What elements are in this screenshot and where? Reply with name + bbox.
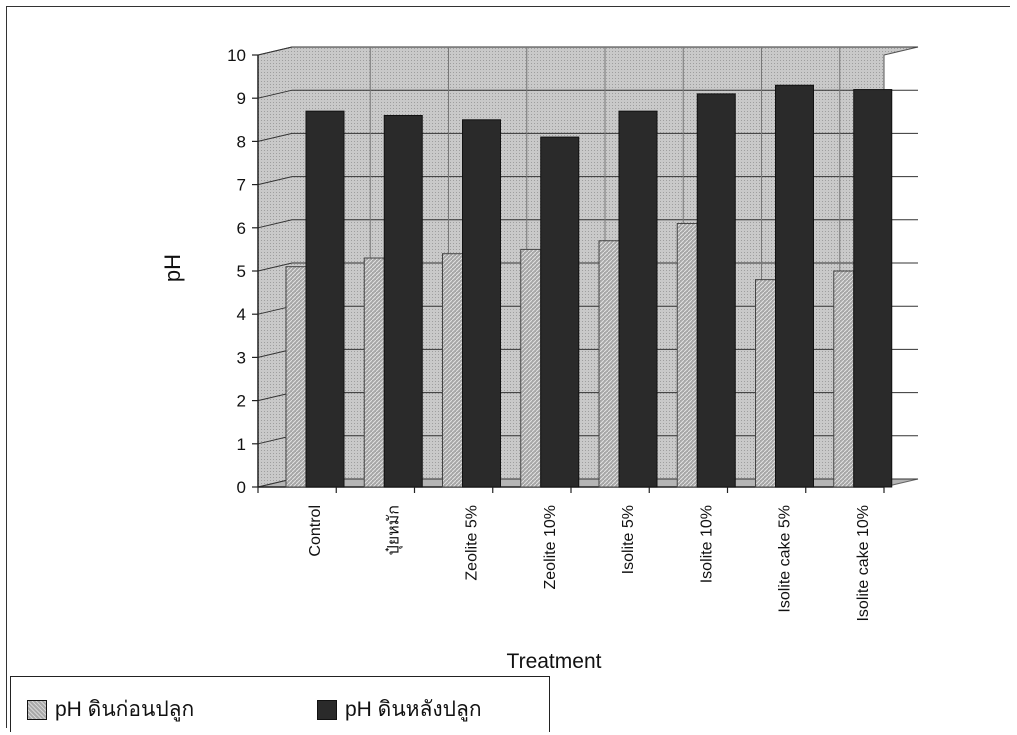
bar-after-planting [383, 114, 423, 488]
gridline [257, 46, 918, 56]
x-tick-label: ปุ๋ยหมัก [384, 505, 403, 555]
legend-label-after-planting: pH ดินหลังปลูก [345, 698, 482, 721]
x-axis-title: Treatment [507, 650, 602, 673]
bar-after-planting [853, 89, 893, 488]
bar-before-planting [520, 248, 542, 488]
y-tick-label: 6 [237, 219, 246, 238]
legend: pH ดินก่อนปลูก pH ดินหลังปลูก [10, 676, 550, 732]
chart-frame [6, 6, 1010, 728]
x-tick-label: Control [307, 505, 324, 557]
y-tick-label: 7 [237, 176, 246, 195]
bar-before-planting [363, 257, 385, 488]
y-tick-label: 9 [237, 89, 246, 108]
y-tick-label: 0 [237, 478, 246, 497]
x-tick-label: Isolite 10% [698, 505, 715, 583]
y-tick-label: 10 [227, 46, 246, 65]
x-tick-label: Zeolite 10% [542, 505, 559, 590]
bar-before-planting [833, 270, 855, 488]
bar-before-planting [598, 240, 620, 488]
bar-before-planting [676, 222, 698, 488]
legend-item-before-planting: pH ดินก่อนปลูก [27, 693, 194, 726]
y-tick-label: 5 [237, 262, 246, 281]
y-tick-label: 3 [237, 348, 246, 367]
bar-after-planting [305, 110, 345, 488]
bar-after-planting [618, 110, 658, 488]
bar-before-planting [285, 266, 307, 488]
x-tick-label: Isolite cake 10% [855, 505, 872, 622]
legend-swatch-dark [317, 699, 337, 720]
plot-wall [257, 46, 919, 488]
bar-after-planting [462, 119, 501, 488]
y-tick-label: 2 [237, 392, 246, 411]
legend-swatch-light [27, 699, 47, 720]
y-tick-label: 4 [237, 305, 246, 324]
bar-before-planting [442, 253, 463, 488]
plot-floor [257, 478, 919, 488]
gridline [257, 89, 918, 99]
x-tick-label: Isolite 5% [620, 505, 637, 574]
x-tick-label: Isolite cake 5% [777, 505, 794, 613]
bar-after-planting [696, 93, 736, 488]
legend-item-after-planting: pH ดินหลังปลูก [317, 693, 482, 726]
y-axis-title: pH [160, 254, 185, 282]
bar-before-planting [755, 279, 776, 488]
bar-after-planting [775, 84, 814, 488]
legend-label-before-planting: pH ดินก่อนปลูก [55, 698, 195, 721]
y-tick-label: 1 [237, 435, 246, 454]
x-tick-label: Zeolite 5% [464, 505, 481, 581]
y-tick-label: 8 [237, 132, 246, 151]
bar-after-planting [540, 136, 580, 488]
